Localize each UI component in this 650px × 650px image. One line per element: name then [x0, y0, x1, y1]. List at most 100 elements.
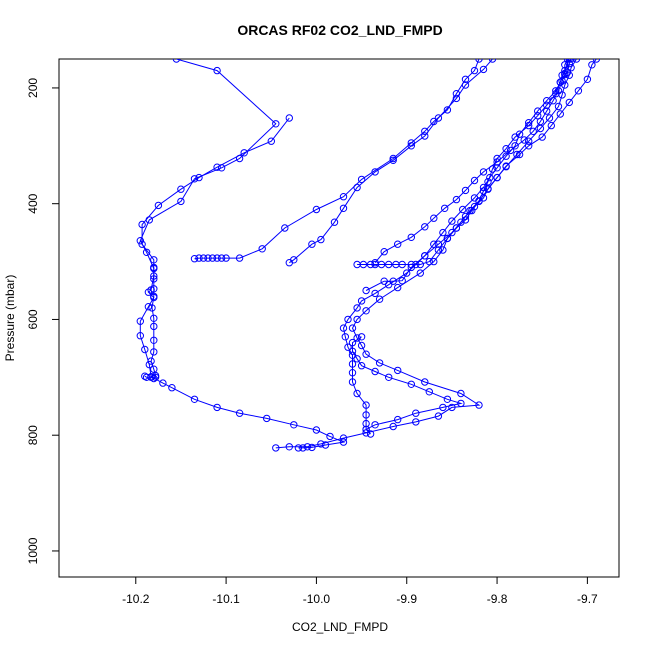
data-point — [235, 409, 244, 417]
data-point — [136, 317, 145, 325]
data-point — [502, 163, 510, 171]
data-point — [554, 102, 563, 111]
data-point — [263, 414, 271, 423]
series-line — [374, 59, 568, 264]
data-point — [366, 430, 375, 438]
data-point — [567, 59, 575, 63]
data-point — [545, 114, 554, 122]
data-point — [430, 214, 438, 222]
data-point — [348, 324, 357, 332]
data-point — [375, 295, 384, 303]
data-point — [150, 314, 158, 322]
data-point — [394, 240, 402, 248]
data-point — [371, 367, 379, 376]
data-point — [141, 345, 149, 354]
data-point — [502, 152, 510, 160]
data-point — [353, 315, 361, 324]
data-point — [572, 59, 581, 63]
y-tick-label: 600 — [26, 309, 40, 329]
data-point — [558, 77, 566, 85]
data-point — [348, 338, 357, 347]
data-point — [303, 443, 312, 451]
data-series — [272, 59, 601, 452]
data-point — [547, 121, 555, 130]
data-point — [565, 59, 573, 68]
data-point — [394, 283, 402, 292]
data-point — [213, 163, 221, 171]
data-point — [434, 240, 443, 248]
data-point — [425, 257, 433, 266]
data-point — [439, 403, 447, 412]
series-line — [141, 117, 290, 380]
chart-title: ORCAS RF02 CO2_LND_FMPD — [237, 22, 442, 38]
data-point — [357, 341, 366, 350]
data-point — [513, 150, 521, 159]
data-point — [398, 260, 406, 269]
data-point — [136, 332, 145, 340]
data-point — [317, 440, 325, 448]
data-point — [389, 156, 397, 165]
series-line — [275, 59, 597, 449]
series-line — [342, 59, 570, 435]
data-point — [142, 248, 151, 257]
data-point — [425, 388, 433, 396]
data-point — [558, 91, 566, 99]
y-tick-label: 800 — [26, 425, 40, 445]
data-point — [213, 403, 221, 412]
data-point — [150, 292, 158, 300]
data-point — [136, 237, 145, 245]
data-point — [150, 348, 158, 356]
data-point — [235, 254, 244, 262]
data-point — [195, 254, 203, 262]
data-point — [439, 246, 447, 254]
data-point — [461, 81, 470, 89]
data-point — [341, 333, 349, 341]
data-point — [452, 224, 461, 232]
data-point — [294, 444, 303, 452]
data-point — [448, 228, 456, 237]
data-point — [213, 66, 221, 75]
data-series — [138, 114, 293, 383]
data-point — [538, 133, 546, 141]
data-point — [475, 59, 483, 63]
data-point — [168, 384, 176, 392]
data-point — [484, 185, 492, 193]
data-point — [357, 333, 366, 341]
data-point — [470, 176, 479, 185]
data-point — [353, 389, 361, 398]
x-axis-ticks: -10.2 -10.1 -10.0 -9.9 -9.8 -9.7 — [122, 577, 598, 606]
data-point — [208, 254, 217, 262]
data-point — [525, 119, 533, 127]
data-point — [511, 142, 519, 150]
data-series — [136, 59, 348, 452]
data-point — [299, 444, 307, 452]
data-point — [457, 218, 465, 226]
data-point — [150, 256, 158, 264]
data-point — [371, 259, 379, 267]
data-point — [150, 275, 158, 283]
data-point — [308, 240, 316, 248]
data-point — [339, 193, 348, 201]
data-point — [159, 379, 167, 387]
data-point — [312, 205, 321, 214]
data-point — [434, 114, 443, 122]
data-series — [339, 59, 573, 438]
data-point — [389, 422, 397, 431]
data-point — [385, 373, 393, 381]
data-point — [326, 432, 334, 441]
x-axis-label: CO2_LND_FMPD — [292, 620, 388, 634]
data-point — [222, 254, 230, 262]
data-point — [141, 372, 149, 380]
data-point — [534, 107, 542, 115]
data-point — [151, 373, 160, 381]
data-point — [443, 106, 452, 114]
data-point — [479, 183, 488, 192]
data-point — [493, 158, 501, 166]
data-point — [144, 303, 153, 311]
data-point — [470, 194, 479, 202]
data-point — [470, 66, 479, 75]
data-point — [321, 441, 330, 449]
data-point — [371, 421, 379, 429]
data-point — [177, 185, 185, 193]
